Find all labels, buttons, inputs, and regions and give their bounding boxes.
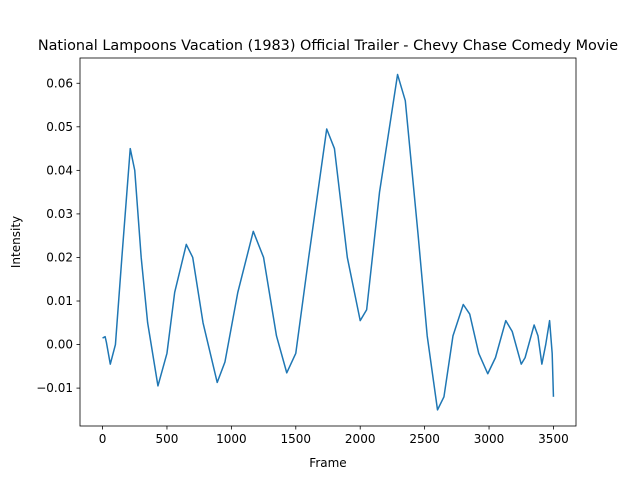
y-tick-label: 0.05 [46,120,73,134]
x-tick-label: 2500 [409,432,440,446]
line-series [102,73,555,411]
y-tick-label: 0.00 [46,338,73,352]
y-axis-label: Intensity [9,216,23,268]
x-tick-label: 3500 [538,432,569,446]
x-tick-label: 3000 [474,432,505,446]
y-tick-label: 0.04 [46,163,73,177]
y-tick-label: −0.01 [36,381,73,395]
y-tick-label: 0.01 [46,294,73,308]
x-tick-label: 1500 [281,432,312,446]
x-tick-label: 500 [156,432,179,446]
plot-frame [79,57,577,427]
y-tick-label: 0.06 [46,76,73,90]
y-tick-label: 0.02 [46,250,73,264]
x-tick-label: 0 [99,432,107,446]
x-tick-label: 1000 [216,432,247,446]
y-tick-label: 0.03 [46,207,73,221]
chart-title: National Lampoons Vacation (1983) Offici… [38,38,618,54]
x-axis-label: Frame [309,456,346,470]
x-tick-label: 2000 [345,432,376,446]
